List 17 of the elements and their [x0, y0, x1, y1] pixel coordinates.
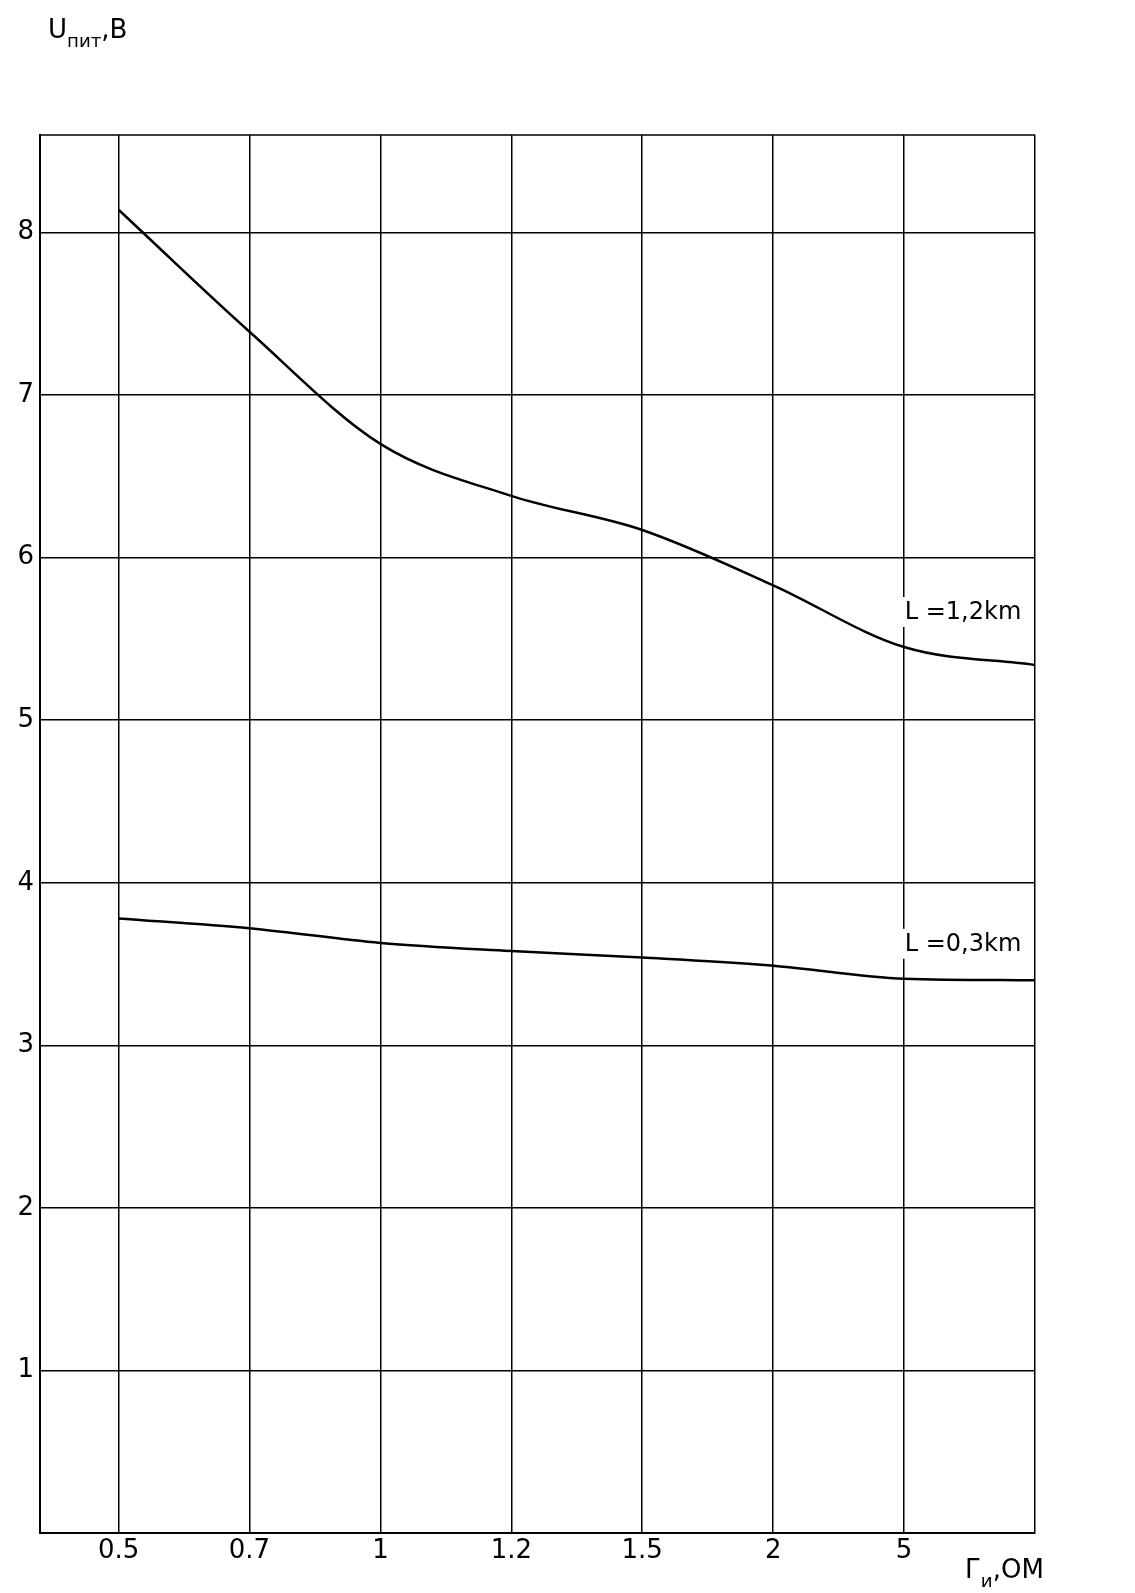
y-tick-label: 1	[17, 1353, 34, 1384]
y-tick-label: 8	[17, 215, 34, 246]
y-tick-label: 4	[17, 865, 34, 896]
y-tick-label: 5	[17, 702, 34, 733]
series-label: L =1,2km	[904, 597, 1022, 626]
x-tick-label: 1.2	[490, 1534, 532, 1565]
x-tick-label: 2	[764, 1534, 782, 1565]
y-tick-label: 3	[17, 1028, 34, 1059]
series-label: L =0,3km	[904, 928, 1022, 957]
x-tick-label: 5	[895, 1534, 913, 1565]
x-tick-label: 0.5	[97, 1534, 140, 1565]
y-tick-label: 2	[17, 1190, 34, 1221]
y-tick-label: 6	[17, 540, 34, 571]
x-tick-label: 1.5	[621, 1534, 663, 1565]
x-tick-label: 0.7	[228, 1534, 271, 1565]
y-tick-label: 7	[17, 377, 34, 408]
x-tick-label: 1	[372, 1534, 389, 1565]
